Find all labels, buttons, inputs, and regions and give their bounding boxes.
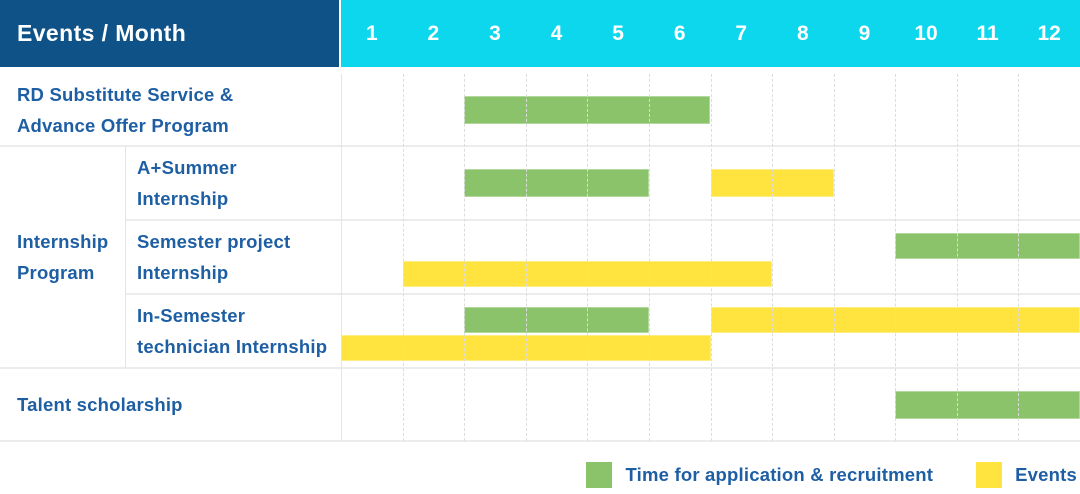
legend-label-events: Events: [1015, 464, 1077, 485]
row-label-line: Semester project: [137, 231, 291, 252]
month-header-cell: 5: [612, 21, 624, 45]
group-column-divider: [125, 146, 126, 368]
row-label-line: A+Summer: [137, 157, 237, 178]
month-header-row: 1 2 3 4 5 6 7 8 9 10 11 12: [341, 0, 1080, 67]
month-header-cell: 10: [914, 21, 938, 45]
row-label: RD Substitute Service & Advance Offer Pro…: [17, 74, 337, 146]
month-header-cell: 1: [365, 21, 378, 45]
gantt-bar-application: [895, 233, 1080, 259]
row-divider: [125, 293, 1080, 295]
group-label-internship-program: Internship Program: [17, 146, 124, 368]
row-label: A+Summer Internship: [137, 146, 337, 220]
label-column-divider: [341, 74, 342, 441]
legend: Time for application & recruitment Event…: [586, 458, 1077, 492]
row-label: Talent scholarship: [17, 368, 337, 441]
month-gridline: [587, 74, 589, 441]
month-gridline: [833, 74, 835, 441]
table-header-events-month: Events / Month: [0, 0, 339, 67]
page-title: Events / Month: [17, 20, 187, 46]
month-gridline: [525, 74, 527, 441]
row-divider: [125, 219, 1080, 221]
legend-swatch-application-icon: [586, 462, 613, 488]
row-label-line: technician Internship: [137, 336, 328, 357]
month-header-cell: 7: [735, 21, 748, 45]
row-label-line: Internship: [137, 188, 229, 209]
row-label: Semester project Internship: [137, 220, 337, 294]
row-divider: [0, 145, 1080, 147]
group-label-line: Program: [17, 262, 95, 283]
month-gridline: [1018, 74, 1020, 441]
month-header-cell: 9: [858, 21, 871, 45]
month-gridline: [710, 74, 712, 441]
row-divider: [0, 367, 1080, 369]
row-label-line: Talent scholarship: [17, 394, 183, 415]
month-header-cell: 11: [976, 21, 999, 45]
row-label-line: Internship: [137, 262, 229, 283]
row-divider: [0, 440, 1080, 442]
legend-swatch-events-icon: [976, 462, 1003, 488]
month-header-cell: 3: [489, 21, 501, 45]
month-gridline: [772, 74, 774, 441]
month-header-cell: 2: [427, 21, 440, 45]
gantt-bar-application: [464, 307, 649, 333]
month-gridline: [895, 74, 897, 441]
row-label-line: In-Semester: [137, 305, 246, 326]
month-header-cell: 6: [673, 21, 686, 45]
month-gridline: [402, 74, 404, 441]
month-header-cell: 8: [796, 21, 809, 45]
legend-label-application: Time for application & recruitment: [625, 464, 934, 485]
row-label: In-Semester technician Internship: [137, 294, 337, 368]
month-header-cell: 4: [550, 21, 563, 45]
month-gridline: [956, 74, 958, 441]
row-label-line: Advance Offer Program: [17, 115, 229, 136]
gantt-bar-application: [464, 96, 711, 124]
month-header-cell: 12: [1037, 21, 1061, 45]
gantt-bar-application: [895, 390, 1080, 419]
gantt-bar-application: [464, 169, 649, 197]
month-gridline: [464, 74, 466, 441]
row-label-line: RD Substitute Service &: [17, 84, 234, 105]
month-gridline: [648, 74, 650, 441]
group-label-line: Internship: [17, 231, 109, 252]
